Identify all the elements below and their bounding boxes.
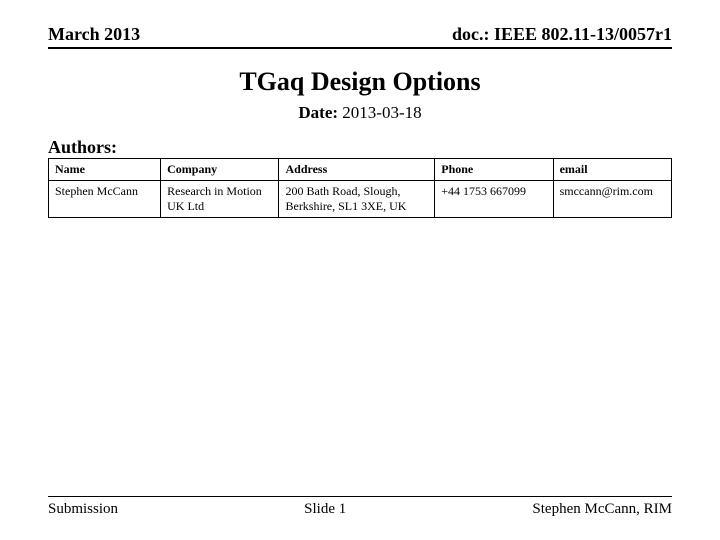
footer-center: Slide 1	[304, 501, 346, 518]
footer-bar: Submission Slide 1 Stephen McCann, RIM	[48, 496, 672, 518]
table-row: Stephen McCann Research in Motion UK Ltd…	[49, 181, 672, 218]
date-row: Date: 2013-03-18	[48, 103, 672, 123]
date-label: Date:	[298, 103, 338, 122]
header-bar: March 2013 doc.: IEEE 802.11-13/0057r1	[48, 24, 672, 49]
cell-phone: +44 1753 667099	[435, 181, 553, 218]
authors-label: Authors:	[48, 137, 672, 158]
authors-table: Name Company Address Phone email Stephen…	[48, 158, 672, 218]
col-address: Address	[279, 159, 435, 181]
col-name: Name	[49, 159, 161, 181]
col-company: Company	[161, 159, 279, 181]
cell-address: 200 Bath Road, Slough, Berkshire, SL1 3X…	[279, 181, 435, 218]
date-value: 2013-03-18	[342, 103, 421, 122]
table-header-row: Name Company Address Phone email	[49, 159, 672, 181]
footer-left: Submission	[48, 501, 118, 518]
header-left: March 2013	[48, 24, 140, 45]
header-right: doc.: IEEE 802.11-13/0057r1	[452, 24, 672, 45]
page-title: TGaq Design Options	[48, 67, 672, 97]
footer-right: Stephen McCann, RIM	[532, 501, 672, 518]
col-phone: Phone	[435, 159, 553, 181]
cell-name: Stephen McCann	[49, 181, 161, 218]
cell-company: Research in Motion UK Ltd	[161, 181, 279, 218]
col-email: email	[553, 159, 671, 181]
cell-email: smccann@rim.com	[553, 181, 671, 218]
